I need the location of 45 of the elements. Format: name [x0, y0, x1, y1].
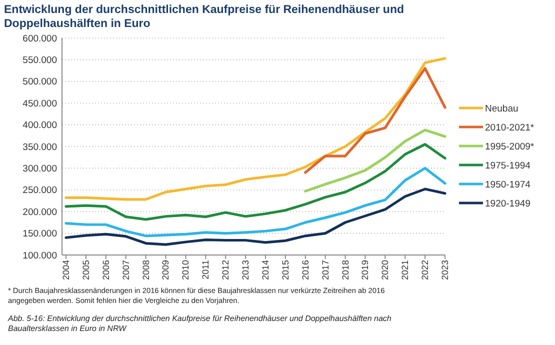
x-tick-label: 2014	[260, 260, 270, 280]
y-tick-label: 250.000	[22, 185, 57, 196]
line-series	[304, 128, 446, 192]
legend-label: 1975-1994	[485, 160, 530, 172]
x-tick-label: 2009	[160, 260, 171, 280]
x-tick-label: 2020	[380, 260, 390, 280]
x-tick-label: 2004	[61, 260, 71, 280]
x-tick-label: 2012	[220, 260, 231, 280]
line-series	[64, 188, 446, 246]
caption: Abb. 5-16: Entwicklung der durchschnittlichen Kaufpreise für Reihenendhäuser und Doppelhaushälften nach Baualtersklassen in Euro in NRW	[7, 314, 392, 333]
y-tick-label: 450.000	[22, 98, 57, 110]
x-tick-label: 2023	[440, 260, 450, 280]
legend-label: 1995-2009*	[485, 141, 534, 152]
y-tick-label: 100.000	[22, 250, 57, 262]
y-tick-label: 400.000	[22, 120, 57, 132]
x-tick-label: 2019	[360, 260, 370, 280]
x-tick-label: 2010	[180, 260, 191, 280]
chart-title: Entwicklung der durchschnittlichen Kaufpreise für Reihenendhäuser und Doppelhaushälften in Euro	[4, 4, 404, 30]
y-tick-label: 550.000	[22, 55, 57, 66]
x-tick-label: 2005	[80, 260, 91, 280]
x-tick-label: 2016	[300, 260, 310, 280]
x-tick-label: 2006	[100, 260, 111, 280]
x-tick-label: 2011	[200, 260, 211, 280]
x-tick-label: 2022	[420, 260, 430, 280]
legend-label: 1920-1949	[485, 198, 530, 210]
line-series	[304, 67, 446, 174]
x-tick-label: 2015	[280, 260, 290, 280]
line-series	[64, 57, 446, 201]
y-tick-label: 150.000	[22, 228, 57, 240]
line-series	[64, 166, 446, 238]
x-tick-label: 2008	[140, 260, 151, 280]
x-tick-label: 2007	[120, 260, 131, 280]
y-tick-label: 600.000	[22, 33, 57, 44]
x-tick-label: 2013	[240, 260, 251, 280]
y-tick-label: 500.000	[22, 76, 57, 88]
x-tick-label: 2017	[320, 260, 330, 280]
y-tick-label: 350.000	[22, 142, 57, 153]
legend-label: 2010-2021*	[485, 122, 534, 134]
x-tick-label: 2021	[400, 260, 410, 280]
x-tick-label: 2018	[340, 260, 350, 280]
y-tick-label: 200.000	[22, 206, 57, 218]
y-tick-label: 300.000	[22, 164, 57, 175]
legend-label: 1950-1974	[485, 179, 530, 190]
legend-label: Neubau	[485, 103, 518, 114]
line-series	[64, 143, 446, 221]
